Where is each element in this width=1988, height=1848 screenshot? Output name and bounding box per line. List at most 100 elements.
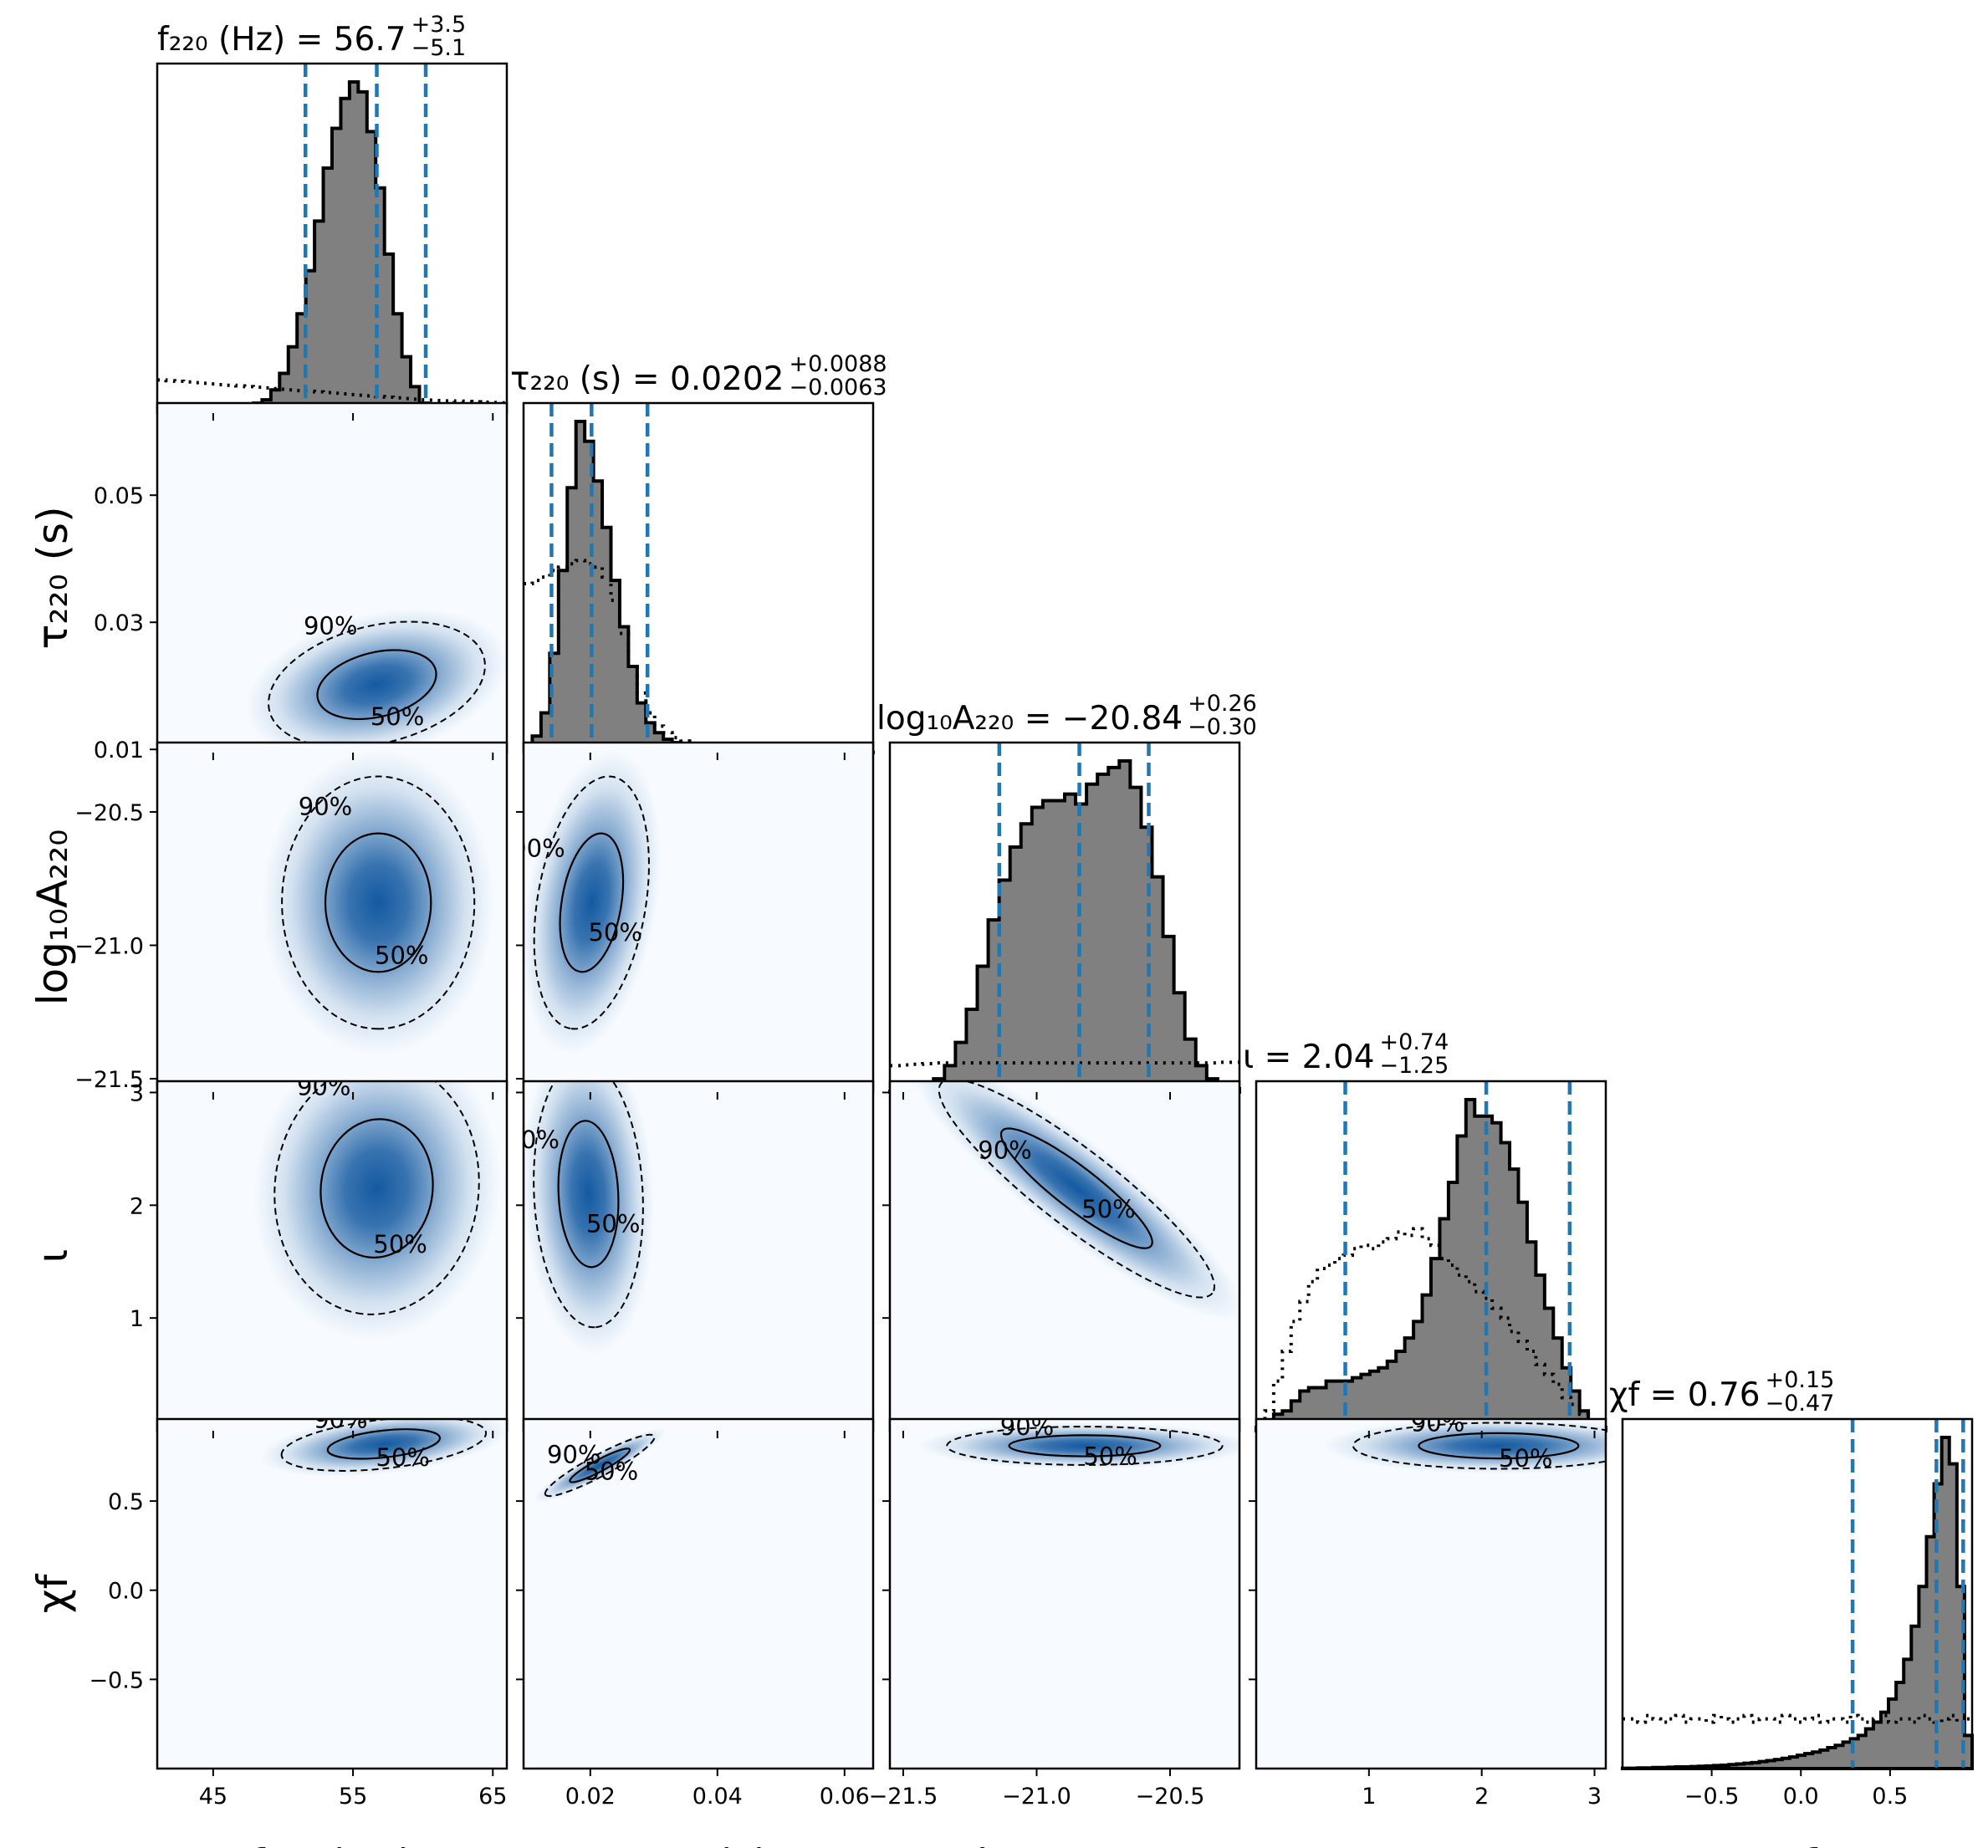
contour-label-50: 50% (375, 942, 428, 970)
contour-label-90: 90% (978, 1136, 1031, 1164)
density-background (1256, 1419, 1606, 1769)
panel-title-text: ι = 2.04 (1243, 1039, 1375, 1076)
density-panel-tau220-chi_f: 50%90% (522, 1417, 875, 1770)
contour-50 (569, 1447, 631, 1483)
density-blob (917, 1422, 1239, 1469)
y-axis-label-tau220: τ₂₂₀ (s) (28, 506, 77, 649)
panel-title-text: χf = 0.76 (1609, 1376, 1761, 1414)
x-tick-label: 3 (1587, 1784, 1602, 1810)
title-err-minus: −0.47 (1766, 1391, 1835, 1417)
panel-frame (1255, 1417, 1607, 1770)
density-blob (253, 1081, 501, 1341)
x-tick-label: 0.02 (565, 1784, 616, 1810)
panel-frame (1621, 1417, 1974, 1770)
x-tick-label: 55 (339, 1784, 367, 1810)
contour-label-90: 90% (314, 1406, 367, 1434)
x-axis-label-f220: f₂₂₀ (Hz) (250, 1840, 414, 1848)
density-panel-f220-tau220: 50% 90% (156, 401, 508, 754)
density-blob (910, 1081, 1239, 1320)
density-blob (534, 1428, 667, 1503)
x-tick-label: 65 (478, 1784, 507, 1810)
y-tick-label: −21.0 (74, 934, 144, 960)
contour-90 (1352, 1422, 1606, 1470)
contour-label-90: 90% (299, 792, 352, 820)
density-blob (524, 749, 662, 1055)
density-background (890, 1419, 1239, 1769)
x-axis-label-chi_f: χf (1778, 1840, 1818, 1848)
y-axis-label-iota: ι (28, 1249, 77, 1263)
density-content: 50% 90% (524, 749, 662, 1055)
y-tick-label: 1 (130, 1306, 144, 1332)
title-err-minus: −1.25 (1380, 1053, 1449, 1079)
contour-label-50: 50% (588, 918, 641, 947)
panel-title-text: log₁₀A₂₂₀ = −20.84 (876, 700, 1183, 738)
y-tick-label: 0.5 (108, 1489, 144, 1515)
panel-title-tau220: τ₂₂₀ (s) = 0.0202 +0.0088−0.0063 (510, 351, 887, 401)
panel-title-iota: ι = 2.04 +0.74−1.25 (1243, 1029, 1449, 1079)
contour-label-50: 50% (376, 1443, 430, 1472)
title-err-plus: +3.5 (411, 12, 467, 38)
title-err-minus: −0.0063 (789, 375, 887, 401)
contour-label-90: 90% (547, 1441, 600, 1469)
panel-title-chi_f: χf = 0.76 +0.15−0.47 (1609, 1367, 1834, 1417)
panel-title-f220: f₂₂₀ (Hz) = 56.7 +3.5−5.1 (157, 12, 466, 61)
contour-label-50: 50% (585, 1457, 638, 1485)
title-err-minus: −5.1 (411, 35, 467, 61)
contour-label-50: 50% (373, 1230, 427, 1258)
contour-90 (533, 1081, 644, 1329)
contour-50 (557, 1120, 620, 1269)
title-err-plus: +0.74 (1380, 1029, 1449, 1055)
x-tick-label: 0.5 (1872, 1784, 1908, 1810)
density-panel-f220-logA220: 50% 90% (156, 741, 508, 1094)
contour-90 (938, 1081, 1216, 1299)
y-tick-label: 0.03 (94, 610, 144, 636)
posterior-histogram (157, 80, 507, 415)
x-tick-label: 0.0 (1783, 1784, 1819, 1810)
corner-panels: 50%90%50%90%50%90%50%90%50%90%50%90%50%9… (150, 62, 1974, 1776)
contour-50 (1008, 1434, 1162, 1457)
density-content: 50% 90% (910, 1081, 1239, 1320)
contour-label-90: 90% (1411, 1408, 1464, 1437)
contour-label-50: 50% (1083, 1442, 1137, 1471)
x-tick-label: −21.5 (869, 1784, 938, 1810)
contour-90 (281, 775, 476, 1030)
density-background (157, 1419, 507, 1769)
contour-90 (544, 1433, 656, 1498)
contour-50 (1418, 1432, 1580, 1460)
contour-90 (946, 1426, 1224, 1466)
x-tick-label: −20.5 (1136, 1784, 1205, 1810)
contour-label-50: 50% (371, 702, 424, 731)
density-panel-logA220-chi_f: 50% 90% (888, 1417, 1241, 1770)
panel-title-text: τ₂₂₀ (s) = 0.0202 (510, 360, 784, 398)
posterior-histogram (524, 420, 875, 754)
y-axis-label-logA220: log₁₀A₂₂₀ (28, 830, 77, 1006)
panel-title-logA220: log₁₀A₂₂₀ = −20.84 +0.26−0.30 (876, 691, 1257, 740)
contour-label-90: 90% (304, 611, 357, 640)
density-blob (524, 1081, 655, 1355)
contour-label-50: 50% (1081, 1195, 1135, 1223)
density-content: 50% 90% (246, 608, 507, 753)
x-axis-label-tau220: τ₂₂₀ (s) (626, 1840, 769, 1848)
density-content: 50% 90% (917, 1419, 1239, 1471)
density-blob (246, 608, 507, 753)
density-content: 50% 90% (524, 1081, 655, 1355)
title-err-plus: +0.26 (1188, 691, 1257, 717)
density-blob (262, 749, 495, 1055)
contour-50 (326, 1428, 442, 1460)
y-tick-label: −20.5 (74, 800, 144, 826)
title-err-minus: −0.30 (1188, 714, 1257, 740)
density-panel-logA220-iota: 50% 90% (888, 1080, 1241, 1432)
hist-panel-f220 (156, 62, 508, 415)
prior-histogram (1256, 1227, 1606, 1430)
contour-50 (999, 1127, 1153, 1249)
contour-50 (559, 832, 625, 973)
contour-50 (324, 832, 432, 973)
density-content: 50% 90% (1322, 1408, 1606, 1474)
x-axis-label-logA220: log₁₀A₂₂₀ (977, 1840, 1153, 1848)
y-tick-label: 0.01 (94, 738, 144, 763)
contour-label-50: 50% (1499, 1444, 1552, 1473)
hist-panel-chi_f (1621, 1417, 1974, 1770)
contour-50 (316, 649, 437, 721)
density-panel-iota-chi_f: 50% 90% (1255, 1408, 1607, 1770)
posterior-histogram (888, 759, 1241, 1094)
